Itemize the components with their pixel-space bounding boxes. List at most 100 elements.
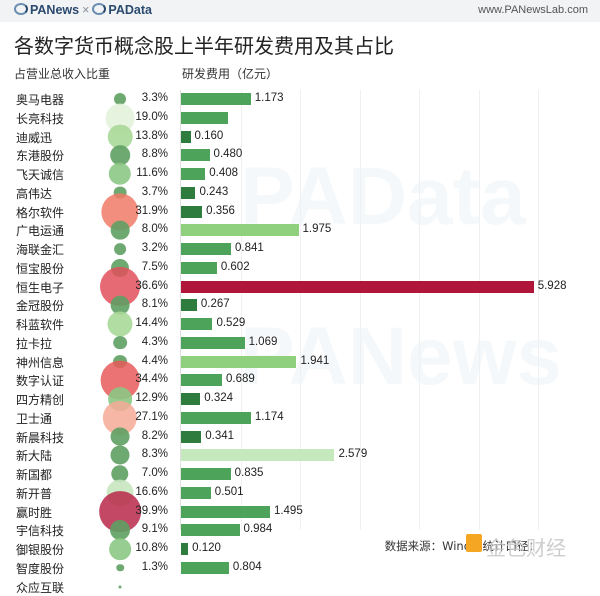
- rd-expense-bar: [181, 281, 534, 293]
- rd-value-label: 1.975: [303, 223, 332, 235]
- company-name: 迪威迅: [16, 129, 52, 146]
- chart-row: 金冠股份 8.1% 0.267: [0, 296, 600, 315]
- ratio-label: 36.6%: [108, 280, 168, 292]
- rd-expense-bar: [181, 93, 251, 105]
- rd-expense-bar: [181, 168, 205, 180]
- company-name: 科蓝软件: [16, 316, 64, 333]
- company-name: 神州信息: [16, 354, 64, 371]
- company-name: 宇信科技: [16, 522, 64, 539]
- rd-value-label: 0.835: [235, 467, 264, 479]
- ratio-label: 9.1%: [108, 523, 168, 535]
- rd-value-label: 0.408: [209, 167, 238, 179]
- rd-expense-bar: [181, 562, 229, 574]
- rd-expense-bar: [181, 112, 228, 124]
- ratio-column-header: 占营业总收入比重: [14, 65, 110, 82]
- company-name: 智度股份: [16, 560, 64, 577]
- chart-row: 众应互联: [0, 578, 600, 596]
- ratio-label: 3.2%: [108, 242, 168, 254]
- chart-title: 各数字货币概念股上半年研发费用及其占比: [14, 30, 394, 59]
- company-name: 御银股份: [16, 541, 64, 558]
- ratio-label: 8.3%: [108, 448, 168, 460]
- rd-expense-bar: [181, 431, 201, 443]
- rd-value-label: 0.984: [244, 523, 273, 535]
- rd-expense-bar: [181, 412, 251, 424]
- rd-expense-bar: [181, 131, 191, 143]
- ratio-label: 8.1%: [108, 298, 168, 310]
- rd-expense-bar: [181, 337, 245, 349]
- rd-value-label: 1.495: [274, 505, 303, 517]
- company-name: 格尔软件: [16, 204, 64, 221]
- padata-logo-icon: [92, 3, 106, 15]
- rd-expense-bar: [181, 243, 231, 255]
- rd-expense-bar: [181, 318, 212, 330]
- rd-value-label: 0.267: [201, 298, 230, 310]
- rd-expense-bar: [181, 524, 240, 536]
- ratio-label: 8.2%: [108, 430, 168, 442]
- company-name: 奥马电器: [16, 91, 64, 108]
- rd-expense-bar: [181, 206, 202, 218]
- rd-value-label: 0.804: [233, 561, 262, 573]
- ratio-label: 10.8%: [108, 542, 168, 554]
- rd-expense-bar: [181, 187, 195, 199]
- company-name: 卫士通: [16, 410, 52, 427]
- company-name: 拉卡拉: [16, 335, 52, 352]
- rd-expense-bar: [181, 149, 210, 161]
- ratio-label: 8.0%: [108, 223, 168, 235]
- ratio-label: 7.0%: [108, 467, 168, 479]
- ratio-label: 34.4%: [108, 373, 168, 385]
- chart-row: 拉卡拉 4.3% 1.069: [0, 334, 600, 353]
- ratio-label: 4.3%: [108, 336, 168, 348]
- logo-separator: ×: [82, 3, 89, 17]
- website-url: www.PANewsLab.com: [478, 4, 588, 16]
- rd-expense-bar: [181, 299, 197, 311]
- rd-expense-bar: [181, 449, 334, 461]
- rd-value-label: 0.501: [215, 486, 244, 498]
- brand-logo: PANews×PAData: [14, 3, 152, 17]
- top-bar: PANews×PAData www.PANewsLab.com: [0, 0, 600, 22]
- rd-expense-bar: [181, 262, 217, 274]
- company-name: 赢时胜: [16, 504, 52, 521]
- ratio-label: 19.0%: [108, 111, 168, 123]
- chart-row: 新国都 7.0% 0.835: [0, 465, 600, 484]
- rd-value-label: 1.173: [255, 92, 284, 104]
- company-name: 新国都: [16, 466, 52, 483]
- company-name: 新开普: [16, 485, 52, 502]
- ratio-label: 8.8%: [108, 148, 168, 160]
- rd-expense-bar: [181, 224, 299, 236]
- rd-expense-bar: [181, 374, 222, 386]
- company-name: 金冠股份: [16, 297, 64, 314]
- ratio-label: 13.8%: [108, 130, 168, 142]
- company-name: 飞天诚信: [16, 166, 64, 183]
- panews-logo-icon: [14, 3, 28, 15]
- rd-expense-bar: [181, 543, 188, 555]
- company-name: 恒宝股份: [16, 260, 64, 277]
- jinse-logo-icon: [466, 534, 482, 552]
- company-name: 众应互联: [16, 579, 64, 596]
- company-name: 数字认证: [16, 372, 64, 389]
- company-name: 新大陆: [16, 447, 52, 464]
- ratio-label: 27.1%: [108, 411, 168, 423]
- company-name: 高伟达: [16, 185, 52, 202]
- rd-value-label: 1.069: [249, 336, 278, 348]
- rd-expense-bar: [181, 506, 270, 518]
- ratio-label: 39.9%: [108, 505, 168, 517]
- rd-value-label: 5.928: [538, 280, 567, 292]
- rd-value-label: 0.841: [235, 242, 264, 254]
- ratio-label: 31.9%: [108, 205, 168, 217]
